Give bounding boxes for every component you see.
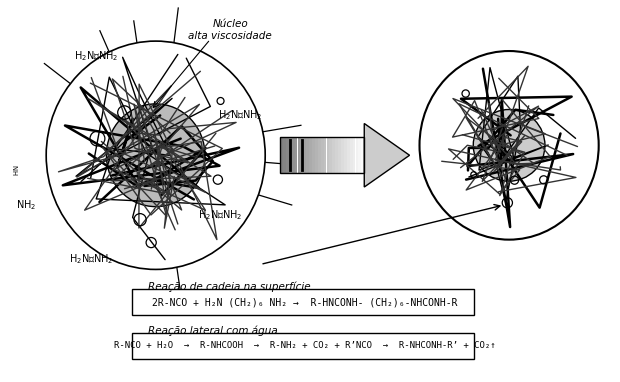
Ellipse shape (46, 41, 265, 269)
FancyBboxPatch shape (132, 333, 474, 359)
Text: $\mathregular{H_2N}$⌒$\mathregular{NH_2}$: $\mathregular{H_2N}$⌒$\mathregular{NH_2}… (74, 49, 118, 63)
Bar (303, 138, 306, 173)
Bar (353, 138, 355, 173)
Bar (306, 138, 309, 173)
Ellipse shape (420, 51, 599, 240)
Text: Reação lateral com água: Reação lateral com água (148, 325, 278, 335)
Bar (332, 138, 335, 173)
Bar (312, 138, 315, 173)
Bar (341, 138, 344, 173)
Bar (335, 138, 338, 173)
Bar (280, 138, 365, 173)
Bar (347, 138, 350, 173)
Text: Núcleo
alta viscosidade: Núcleo alta viscosidade (188, 19, 272, 41)
Bar (324, 138, 327, 173)
Ellipse shape (473, 110, 545, 181)
FancyBboxPatch shape (132, 289, 474, 315)
Text: $\mathregular{H_2N}$⌒$\mathregular{NH_2}$: $\mathregular{H_2N}$⌒$\mathregular{NH_2}… (218, 108, 263, 123)
Bar (280, 138, 283, 173)
Bar (294, 138, 298, 173)
Bar (350, 138, 353, 173)
Bar (301, 138, 303, 173)
Bar (283, 138, 286, 173)
Bar (298, 138, 300, 173)
Bar (355, 138, 358, 173)
Bar (358, 138, 361, 173)
Bar (321, 138, 324, 173)
Ellipse shape (107, 104, 205, 207)
Bar (289, 138, 291, 173)
Text: $\mathregular{H_2N}$⌒$\mathregular{NH_2}$: $\mathregular{H_2N}$⌒$\mathregular{NH_2}… (198, 208, 242, 222)
Text: 2R-NCO + H₂N (CH₂)₆ NH₂ →  R-HNCONH- (CH₂)₆-NHCONH-R: 2R-NCO + H₂N (CH₂)₆ NH₂ → R-HNCONH- (CH₂… (153, 297, 458, 307)
Bar (344, 138, 347, 173)
Bar (329, 138, 332, 173)
Bar (315, 138, 317, 173)
Bar (309, 138, 312, 173)
Bar (327, 138, 329, 173)
Text: R-NCO + H₂O  →  R-NHCOOH  →  R-NH₂ + CO₂ + R’NCO  →  R-NHCONH-R’ + CO₂↑: R-NCO + H₂O → R-NHCOOH → R-NH₂ + CO₂ + R… (114, 342, 496, 350)
Text: Reação de cadeia na superfície: Reação de cadeia na superfície (148, 281, 311, 292)
Text: $\mathregular{NH_2}$: $\mathregular{NH_2}$ (16, 198, 37, 212)
Bar (286, 138, 289, 173)
Text: $\mathregular{H_2N}$⌒$\mathregular{NH_2}$: $\mathregular{H_2N}$⌒$\mathregular{NH_2}… (69, 253, 113, 266)
Bar (361, 138, 364, 173)
Bar (365, 138, 367, 173)
Bar (338, 138, 341, 173)
Bar (292, 138, 294, 173)
Polygon shape (365, 123, 410, 187)
Bar (318, 138, 321, 173)
Text: $\mathregular{^{HN}}$: $\mathregular{^{HN}}$ (14, 164, 24, 176)
